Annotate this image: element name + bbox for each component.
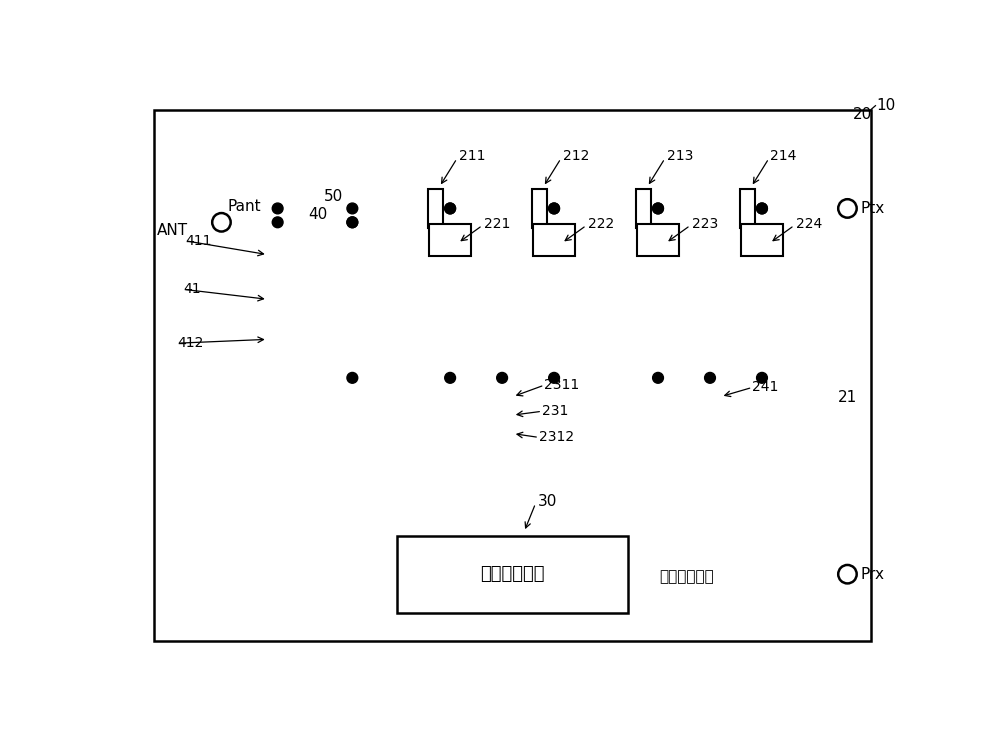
Text: Prx: Prx bbox=[861, 567, 885, 581]
Text: 231: 231 bbox=[542, 404, 569, 418]
Text: 发送侧滤波器: 发送侧滤波器 bbox=[659, 569, 714, 584]
Bar bbox=[741, 224, 783, 256]
Bar bbox=[397, 536, 628, 612]
Circle shape bbox=[549, 203, 559, 214]
Text: ANT: ANT bbox=[157, 223, 188, 238]
Text: 224: 224 bbox=[796, 217, 822, 231]
Circle shape bbox=[272, 217, 283, 227]
Text: 222: 222 bbox=[588, 217, 614, 231]
Bar bbox=[220, 116, 851, 632]
Circle shape bbox=[445, 203, 456, 214]
Bar bbox=[243, 183, 378, 379]
Text: 41: 41 bbox=[183, 283, 201, 297]
Circle shape bbox=[653, 203, 663, 214]
Text: 50: 50 bbox=[324, 189, 343, 205]
Text: 221: 221 bbox=[484, 217, 510, 231]
Bar bbox=[428, 189, 443, 227]
Circle shape bbox=[653, 372, 663, 383]
Circle shape bbox=[757, 203, 767, 214]
Bar bbox=[343, 160, 844, 587]
Circle shape bbox=[347, 203, 358, 214]
Text: 10: 10 bbox=[876, 98, 895, 113]
Bar bbox=[366, 355, 493, 461]
Text: 2311: 2311 bbox=[544, 378, 580, 392]
Circle shape bbox=[653, 203, 663, 214]
Text: 213: 213 bbox=[666, 149, 693, 163]
Text: 21: 21 bbox=[837, 389, 857, 405]
Bar bbox=[366, 164, 836, 408]
Bar bbox=[636, 189, 651, 227]
Circle shape bbox=[497, 372, 507, 383]
Text: 20: 20 bbox=[853, 107, 872, 122]
Text: 241: 241 bbox=[752, 381, 779, 394]
Circle shape bbox=[549, 372, 559, 383]
Bar bbox=[429, 224, 471, 256]
Bar bbox=[637, 224, 679, 256]
Text: 211: 211 bbox=[459, 149, 485, 163]
Bar bbox=[740, 189, 755, 227]
Circle shape bbox=[272, 203, 283, 214]
Text: 212: 212 bbox=[563, 149, 589, 163]
Text: 412: 412 bbox=[178, 336, 204, 350]
Circle shape bbox=[445, 203, 456, 214]
Text: 接收侧滤波器: 接收侧滤波器 bbox=[480, 565, 545, 583]
Text: 40: 40 bbox=[308, 207, 328, 222]
Text: 223: 223 bbox=[692, 217, 718, 231]
Circle shape bbox=[705, 372, 715, 383]
Text: Pant: Pant bbox=[228, 199, 261, 214]
Circle shape bbox=[347, 217, 358, 227]
Text: 30: 30 bbox=[538, 494, 557, 509]
Circle shape bbox=[445, 372, 456, 383]
Circle shape bbox=[757, 372, 767, 383]
Circle shape bbox=[347, 217, 358, 227]
Bar bbox=[532, 189, 547, 227]
Text: Ptx: Ptx bbox=[861, 201, 885, 216]
Text: 411: 411 bbox=[185, 234, 212, 248]
Circle shape bbox=[549, 203, 559, 214]
Circle shape bbox=[757, 203, 767, 214]
Bar bbox=[533, 224, 575, 256]
Text: 214: 214 bbox=[770, 149, 797, 163]
Circle shape bbox=[347, 372, 358, 383]
Text: 2312: 2312 bbox=[539, 431, 574, 445]
